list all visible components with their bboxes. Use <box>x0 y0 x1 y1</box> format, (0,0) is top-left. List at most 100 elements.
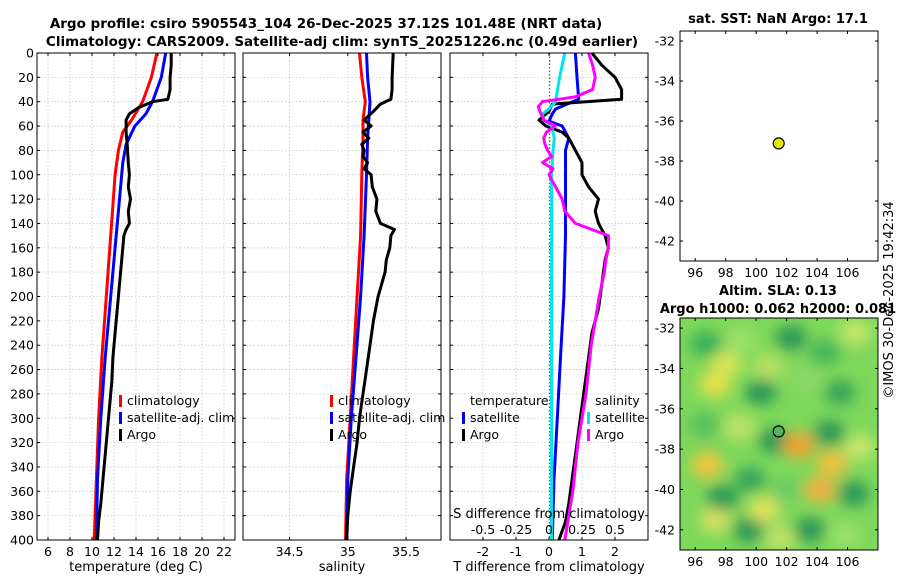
series-line-argo <box>345 52 396 541</box>
legend-label-t-argo: Argo <box>470 427 499 442</box>
s-xtick-label: -0.25 <box>500 522 532 537</box>
series-line-climatology <box>92 52 159 541</box>
sla-blob <box>813 419 846 446</box>
salinity-xlabel: salinity <box>319 560 366 575</box>
map-xtick-label: 102 <box>775 265 799 280</box>
s-xtick-label: 0 <box>545 522 553 537</box>
map-xtick-label: 98 <box>718 554 734 569</box>
legend-label-s-argo: Argo <box>595 427 624 442</box>
xtick-label: -2 <box>477 544 489 559</box>
map-xtick-label: 106 <box>836 265 860 280</box>
series-line-satellite-adj-clim <box>345 52 372 541</box>
sla-blob <box>775 325 808 352</box>
sla-map-panel: Altim. SLA: 0.13 Argo h1000: 0.062 h2000… <box>655 284 897 569</box>
ytick-label: 220 <box>10 313 34 328</box>
map-ytick-label: -32 <box>655 34 675 49</box>
legend-marker-satellite <box>119 412 122 424</box>
s-xtick-label: 0.25 <box>568 522 596 537</box>
xtick-label: -1 <box>510 544 522 559</box>
ytick-label: 240 <box>10 338 34 353</box>
map-ytick-label: -36 <box>655 114 675 129</box>
sla-blob <box>837 480 870 507</box>
sla-blob <box>804 476 837 503</box>
s-xtick-label: 0.5 <box>605 522 625 537</box>
legend-label-s-satellite: satellite <box>595 410 645 425</box>
map-ytick-label: -34 <box>655 74 675 89</box>
map-ytick-label: -34 <box>655 361 675 376</box>
sla-blob <box>793 516 826 543</box>
sla-blob <box>823 379 856 406</box>
t-diff-xlabel: T difference from climatology <box>452 560 645 575</box>
sla-axes-frame <box>679 317 879 551</box>
sla-blob <box>691 452 724 479</box>
legend-label-argo: Argo <box>338 427 367 442</box>
ytick-label: 80 <box>18 143 34 158</box>
ytick-label: 140 <box>10 216 34 231</box>
map-ytick-label: -38 <box>655 154 675 169</box>
legend-marker-t-argo <box>462 429 465 441</box>
xtick-label: 16 <box>150 544 166 559</box>
legend-label-satellite: satellite-adj. clim <box>127 410 234 425</box>
sla-blob <box>689 331 722 358</box>
sla-blob <box>764 524 797 550</box>
legend-label-satellite: satellite-adj. clim <box>338 410 445 425</box>
xtick-label: 14 <box>128 544 144 559</box>
sst-title: sat. SST: NaN Argo: 17.1 <box>688 12 868 27</box>
ytick-label: 200 <box>10 289 34 304</box>
imos-watermark: ©IMOS 30-Dec-2025 19:42:34 <box>882 201 897 398</box>
sst-map-panel: sat. SST: NaN Argo: 17.1 96 98 100 102 104 10… <box>655 12 879 280</box>
xtick-label: 1 <box>578 544 586 559</box>
sla-blob <box>828 522 861 549</box>
sla-blob <box>688 411 721 438</box>
xtick-label: 35 <box>340 544 356 559</box>
argo-position-marker <box>772 137 785 150</box>
legend-label-climatology: climatology <box>338 393 411 408</box>
ytick-label: 120 <box>10 192 34 207</box>
xtick-label: 6 <box>44 544 52 559</box>
legend-title-salinity: salinity <box>595 393 640 408</box>
sla-blob <box>790 367 823 394</box>
map-xtick-label: 98 <box>718 265 734 280</box>
xtick-label: 35.5 <box>392 544 420 559</box>
sla-blob <box>699 371 732 398</box>
map-ytick-label: -36 <box>655 401 675 416</box>
xtick-label: 20 <box>194 544 210 559</box>
s-xtick-label: -0.5 <box>471 522 495 537</box>
map-xtick-label: 106 <box>836 554 860 569</box>
sla-blob <box>752 353 785 380</box>
map-xtick-label: 104 <box>805 554 829 569</box>
map-xtick-label: 96 <box>687 265 703 280</box>
map-ytick-label: -42 <box>655 234 675 249</box>
main-title: Argo profile: csiro 5905543_104 26-Dec-2… <box>50 16 602 32</box>
legend-label-argo: Argo <box>127 427 156 442</box>
sla-blob <box>706 484 739 511</box>
xtick-label: 22 <box>216 544 232 559</box>
sla-blob <box>808 339 841 366</box>
ytick-label: 320 <box>10 435 34 450</box>
series-line-s-argo <box>536 52 610 541</box>
map-ytick-label: -32 <box>655 321 675 336</box>
sla-blob <box>723 413 756 440</box>
temperature-panel: 0 20 40 60 80 100 120 140 160 180 200 220 240 260 280 3… <box>10 46 236 575</box>
sla-blob <box>699 506 732 533</box>
temperature-legend: climatology satellite-adj. clim Argo <box>119 393 234 442</box>
ytick-label: 360 <box>10 484 34 499</box>
xtick-label: 10 <box>84 544 100 559</box>
legend-marker-argo <box>330 429 333 441</box>
legend-marker-s-satellite <box>587 412 590 424</box>
series-line-s-satellite <box>540 52 567 540</box>
legend-marker-argo <box>119 429 122 441</box>
sla-blob <box>782 432 815 459</box>
ytick-label: 300 <box>10 411 34 426</box>
map-ytick-label: -42 <box>655 522 675 537</box>
xtick-label: 0 <box>545 544 553 559</box>
ytick-label: 260 <box>10 362 34 377</box>
sla-title: Altim. SLA: 0.13 <box>719 284 837 299</box>
legend-marker-t-satellite <box>462 412 465 424</box>
map-xtick-label: 100 <box>744 265 768 280</box>
legend-label-t-satellite: satellite <box>470 410 520 425</box>
xtick-label: 8 <box>66 544 74 559</box>
sla-blob <box>709 351 742 378</box>
ytick-label: 100 <box>10 167 34 182</box>
